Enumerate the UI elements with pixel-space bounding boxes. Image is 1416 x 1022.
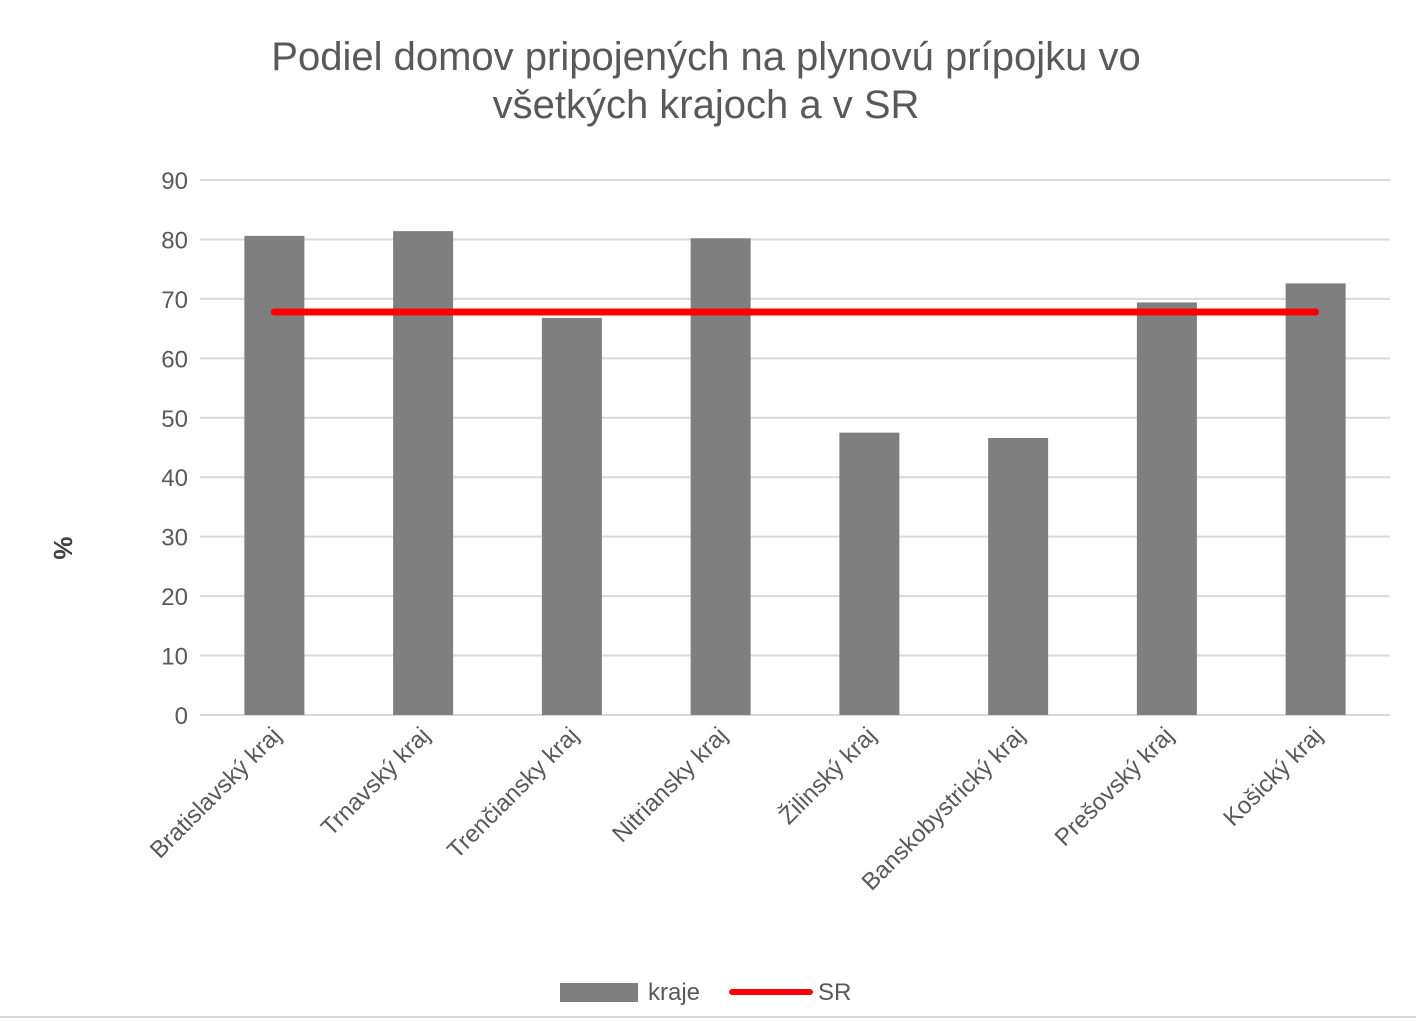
y-axis-tick-labels: 0 10 20 30 40 50 60 70 80 90 <box>161 168 188 730</box>
y-tick-label: 10 <box>161 644 188 671</box>
bar <box>1136 302 1197 715</box>
legend-swatch-kraje <box>560 983 638 1002</box>
bar <box>541 317 602 715</box>
y-axis-title: % <box>48 536 78 559</box>
y-tick-label: 30 <box>161 525 188 552</box>
bar <box>690 238 751 715</box>
bar <box>244 235 305 715</box>
x-category-label: Banskobystrický kraj <box>857 722 1031 896</box>
bars-kraje <box>244 231 1346 715</box>
legend: kraje SR <box>560 979 851 1006</box>
y-tick-label: 80 <box>161 227 188 254</box>
x-category-label: Trnavský kraj <box>316 722 435 841</box>
bar <box>393 231 454 715</box>
chart-title: Podiel domov pripojených na plynovú príp… <box>271 35 1140 127</box>
x-category-label: Bratislavský kraj <box>145 722 287 864</box>
y-tick-label: 70 <box>161 287 188 314</box>
x-category-label: Prešovský kraj <box>1050 722 1179 851</box>
legend-label-kraje: kraje <box>648 979 700 1006</box>
chart-title-line-1: Podiel domov pripojených na plynovú príp… <box>271 35 1140 79</box>
x-category-label: Košický kraj <box>1218 722 1328 832</box>
x-category-label: Trenčiansky kraj <box>442 722 584 864</box>
y-tick-label: 20 <box>161 584 188 611</box>
y-tick-label: 40 <box>161 465 188 492</box>
bar <box>839 432 900 715</box>
x-axis-category-labels: Bratislavský kraj Trnavský kraj Trenčiansk… <box>145 722 1328 896</box>
y-tick-label: 90 <box>161 168 188 195</box>
gridlines <box>200 179 1390 716</box>
bar <box>1285 283 1346 715</box>
chart-title-line-2: všetkých krajoch a v SR <box>493 83 920 127</box>
legend-label-sr: SR <box>818 979 851 1006</box>
bottom-divider <box>0 1016 1416 1018</box>
y-tick-label: 0 <box>175 703 188 730</box>
y-tick-label: 60 <box>161 346 188 373</box>
x-category-label: Nitriansky kraj <box>607 722 733 848</box>
bar <box>988 437 1049 715</box>
y-tick-label: 50 <box>161 406 188 433</box>
x-category-label: Žilinský kraj <box>774 722 882 830</box>
